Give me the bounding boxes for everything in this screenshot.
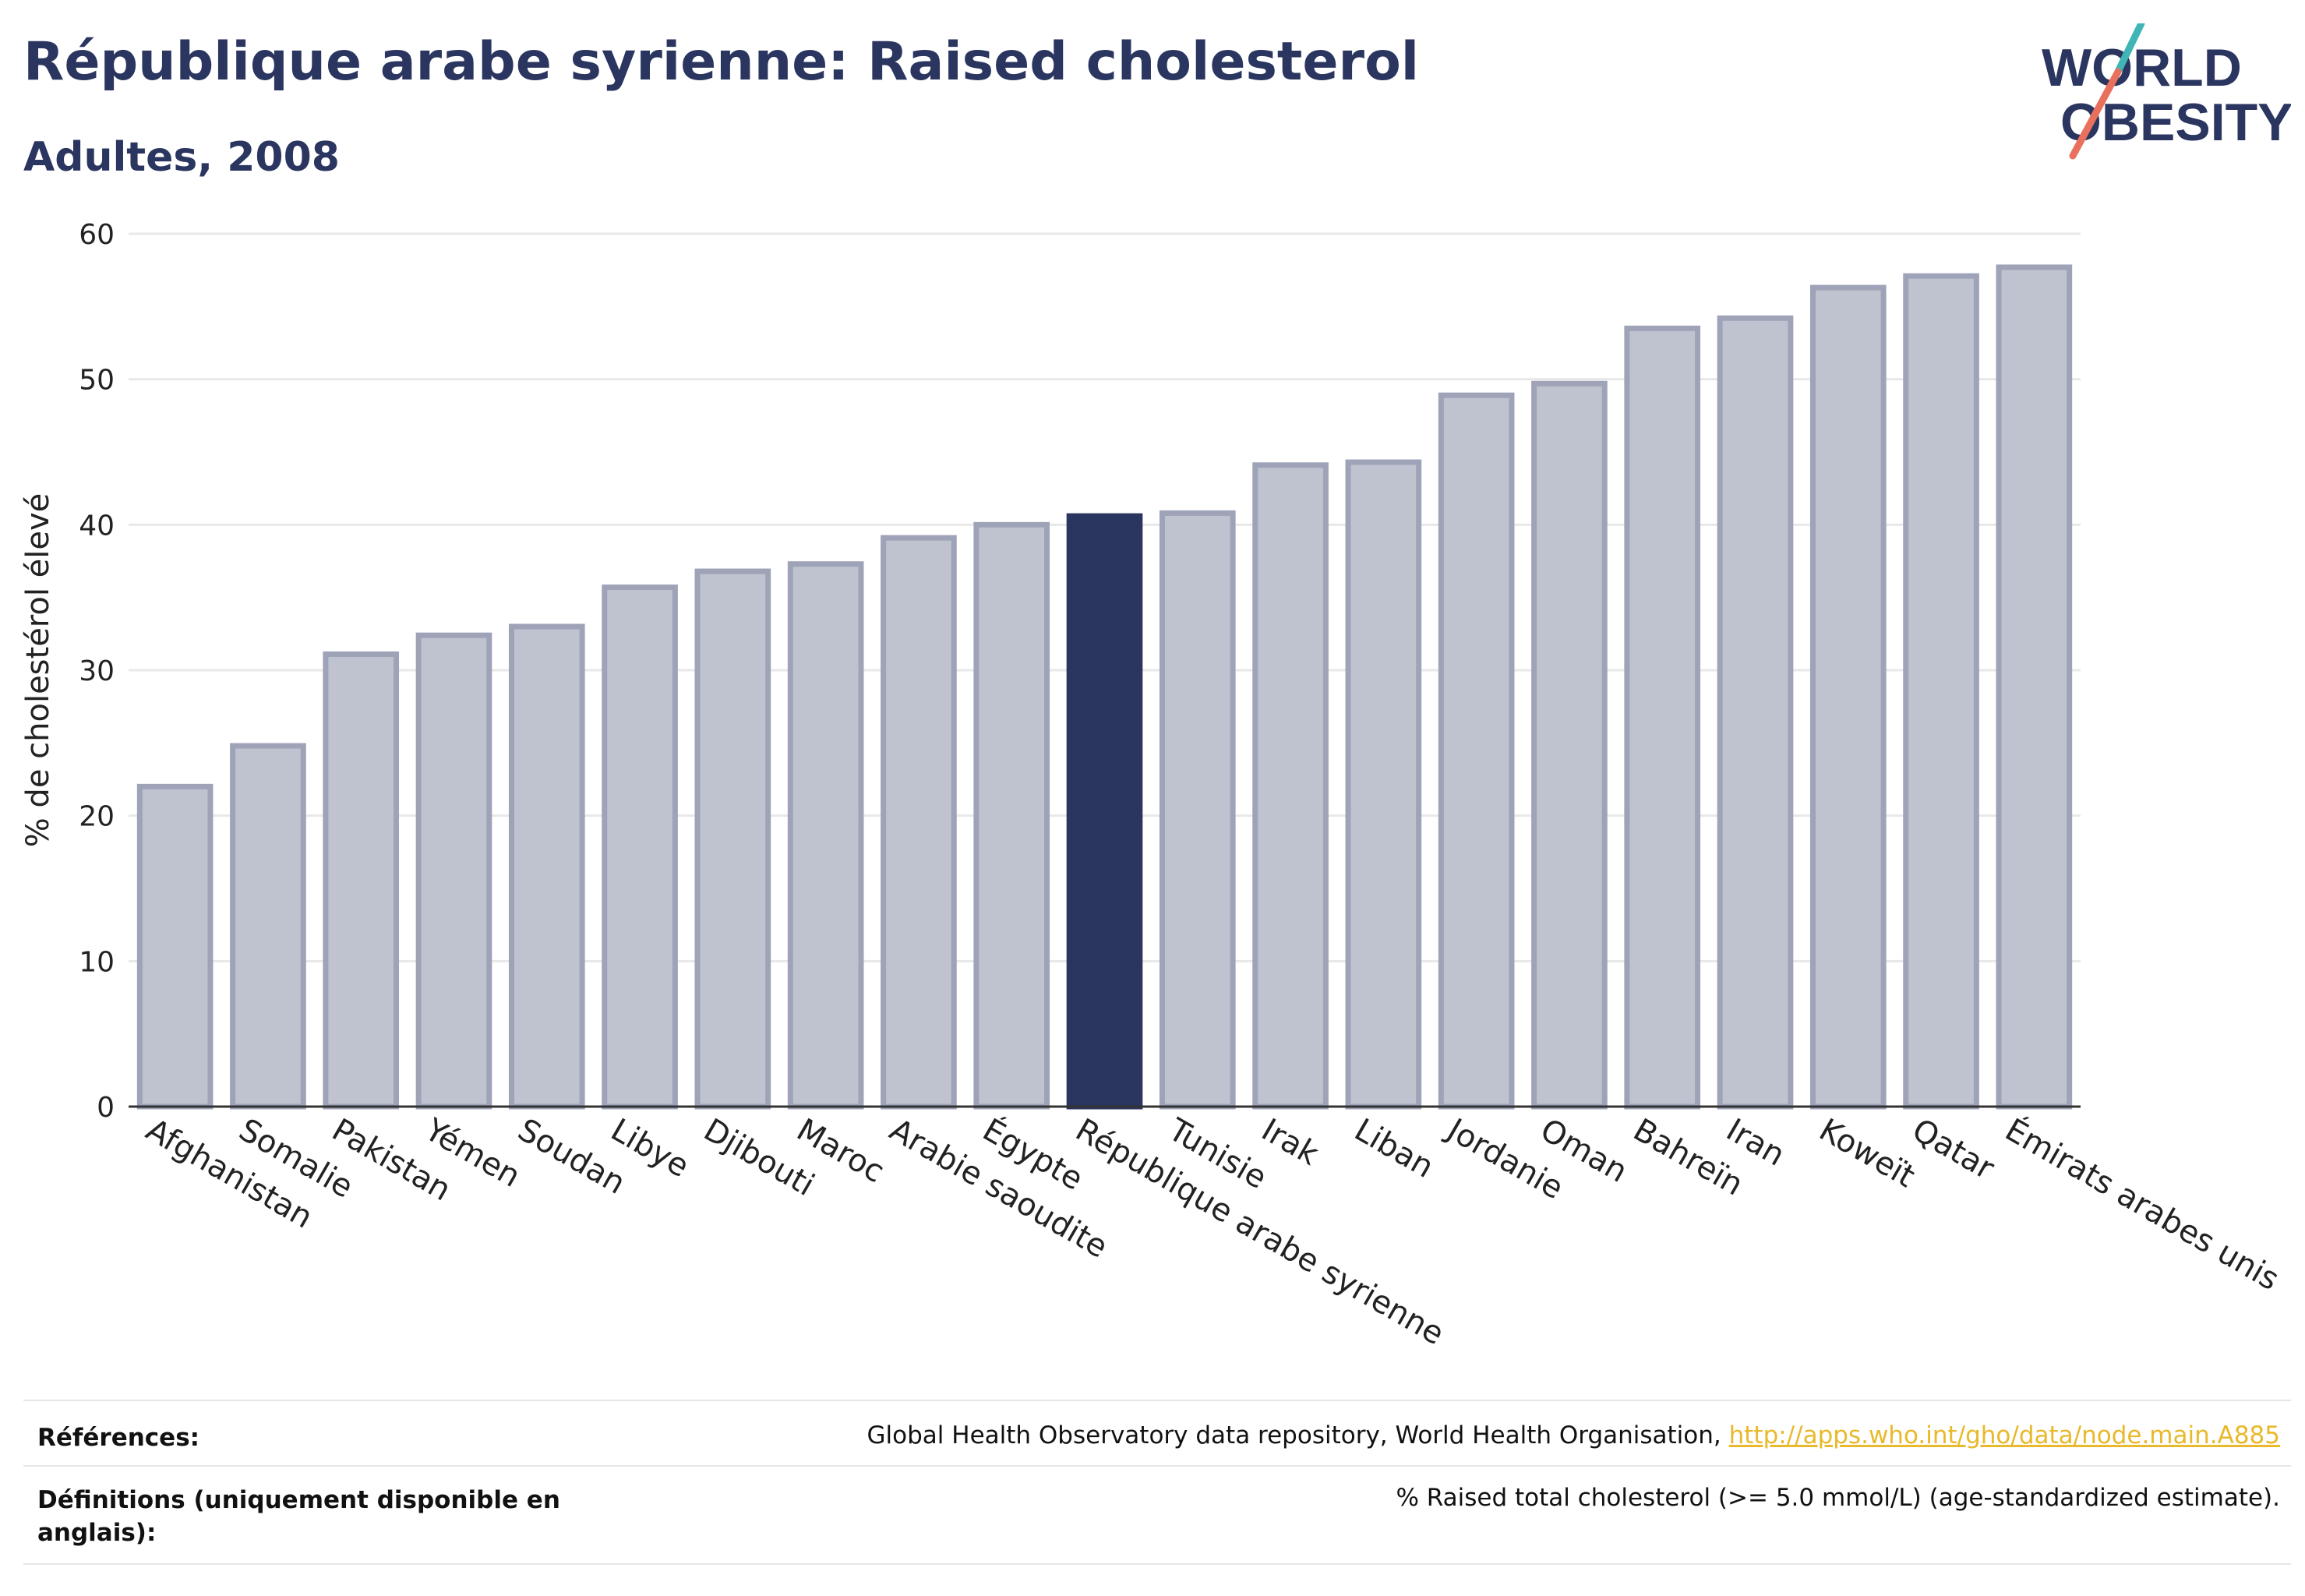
y-tick-label: 20 (79, 801, 115, 833)
bar-country[interactable] (881, 535, 957, 1110)
bar-country[interactable] (415, 632, 492, 1110)
y-axis-label: % de cholestérol élevé (20, 493, 56, 848)
y-tick-label: 40 (79, 510, 115, 542)
bar-country[interactable] (1159, 510, 1236, 1110)
footer-divider-bottom (23, 1563, 2291, 1565)
references-link[interactable]: http://apps.who.int/gho/data/node.main.A… (1728, 1421, 2280, 1449)
footer-divider-middle (23, 1465, 2291, 1467)
logo-line-1: WORLD (2042, 38, 2242, 97)
logo-slash-teal (2114, 23, 2145, 76)
bar-country[interactable] (1809, 284, 1887, 1110)
bar-country[interactable] (508, 623, 585, 1110)
bar-country[interactable] (323, 651, 400, 1110)
y-tick-label: 10 (79, 946, 115, 978)
bar-country[interactable] (230, 743, 306, 1110)
bar-highlight[interactable] (1066, 513, 1143, 1110)
y-tick-label: 0 (97, 1092, 115, 1124)
logo-slash-coral (2069, 68, 2122, 160)
x-tick-label: Koweït (1813, 1112, 1921, 1195)
references-text: Global Health Observatory data repositor… (867, 1421, 1729, 1449)
x-tick-label: Qatar (1906, 1112, 2000, 1187)
bar-country[interactable] (1531, 380, 1608, 1110)
bar-country[interactable] (602, 584, 678, 1110)
bar-country[interactable] (1624, 325, 1701, 1110)
bar-country[interactable] (1345, 459, 1422, 1110)
bar-country[interactable] (1252, 462, 1329, 1110)
chart-title: République arabe syrienne: Raised choles… (23, 31, 1420, 93)
references-row: Références: Global Health Observatory da… (23, 1418, 2291, 1465)
bars (136, 264, 2073, 1110)
bar-country[interactable] (1996, 264, 2073, 1110)
y-tick-label: 60 (79, 219, 115, 251)
bar-country[interactable] (694, 568, 771, 1110)
y-tick-labels: 0 10 20 30 40 50 60 (79, 219, 115, 1124)
references-value: Global Health Observatory data repositor… (867, 1421, 2280, 1449)
footer-divider-top (23, 1400, 2291, 1401)
bar-chart: 0 10 20 30 40 50 60 AfghanistanSomaliePakistan… (20, 219, 2286, 1352)
chart-subtitle: Adultes, 2008 (23, 134, 340, 181)
bar-country[interactable] (973, 521, 1050, 1110)
world-obesity-logo: WORLD OBESITY (2042, 23, 2291, 160)
bar-country[interactable] (1903, 273, 1979, 1110)
x-tick-label: Liban (1348, 1112, 1439, 1185)
x-tick-labels: AfghanistanSomaliePakistanYémenSoudanLib… (140, 1110, 2286, 1352)
definitions-label: Définitions (uniquement disponible en an… (37, 1486, 560, 1547)
definitions-value: % Raised total cholesterol (>= 5.0 mmol/… (1396, 1484, 2280, 1512)
y-tick-label: 30 (79, 655, 115, 687)
references-label: Références: (37, 1424, 200, 1452)
bar-country[interactable] (1438, 392, 1515, 1110)
bar-country[interactable] (136, 783, 214, 1110)
x-tick-label: Émirats arabes unis (1999, 1110, 2286, 1298)
x-tick-label: Soudan (512, 1112, 631, 1202)
bar-country[interactable] (1717, 315, 1794, 1110)
definitions-row: Définitions (uniquement disponible en an… (23, 1481, 2291, 1559)
bar-country[interactable] (787, 561, 864, 1110)
y-tick-label: 50 (79, 365, 115, 397)
